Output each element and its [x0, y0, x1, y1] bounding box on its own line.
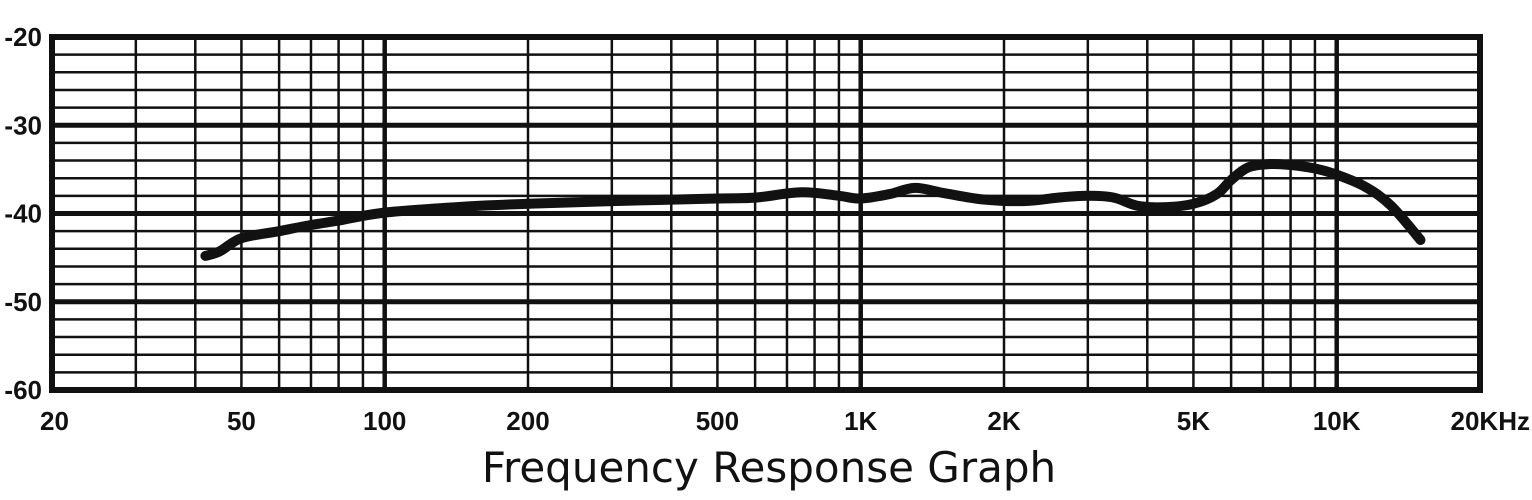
x-tick-label: 20 [40, 406, 69, 436]
y-tick-label: -50 [4, 287, 42, 317]
y-tick-label: -60 [4, 375, 42, 405]
x-axis-tick-labels: 20 50 100 200 500 1K 2K 5K 10K 20KHz [40, 406, 1530, 436]
x-tick-label: 2K [987, 406, 1020, 436]
minor-grid [50, 37, 1482, 390]
y-tick-label: -20 [4, 22, 42, 52]
x-tick-label: 100 [363, 406, 406, 436]
x-tick-label: 200 [506, 406, 549, 436]
x-tick-label: 500 [696, 406, 739, 436]
x-tick-label: 20KHz [1451, 406, 1530, 436]
y-axis-tick-labels: -20 -30 -40 -50 -60 [4, 22, 42, 405]
chart-title: Frequency Response Graph [482, 443, 1056, 492]
x-tick-label: 1K [844, 406, 877, 436]
response-curve [200, 158, 1426, 261]
plot-frame [49, 34, 1483, 393]
x-tick-label: 50 [227, 406, 256, 436]
x-tick-label: 5K [1177, 406, 1210, 436]
y-tick-label: -30 [4, 110, 42, 140]
x-tick-label: 10K [1313, 406, 1361, 436]
y-tick-label: -40 [4, 199, 42, 229]
